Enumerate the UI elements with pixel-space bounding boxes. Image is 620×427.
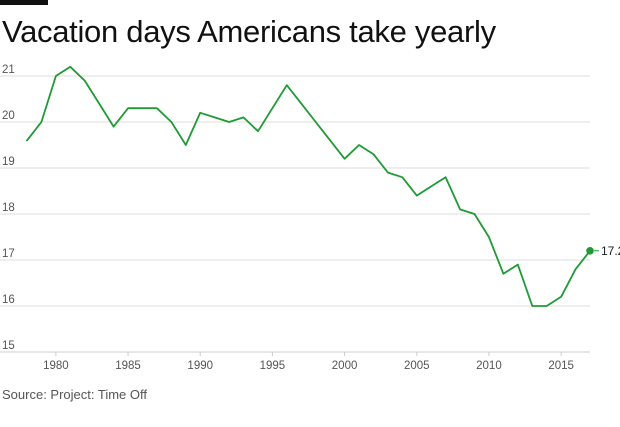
top-accent-bar [0,0,48,5]
series-layer: 17.2 [26,65,620,307]
x-tick-label: 1990 [187,360,213,372]
y-tick-label: 20 [2,110,15,122]
y-tick-label: 17 [2,248,15,260]
y-tick-label: 21 [2,64,15,76]
x-tick-label: 2010 [476,360,502,372]
y-tick-label: 15 [2,340,15,352]
chart-title: Vacation days Americans take yearly [2,14,496,49]
x-tick-label: 2000 [332,360,358,372]
y-tick-label: 19 [2,156,15,168]
x-tick-label: 2015 [548,360,574,372]
series-line [26,65,591,307]
x-tick-labels: 1980 1985 1990 1995 2000 2005 2010 2015 [43,352,574,372]
x-tick-label: 1985 [115,360,141,372]
x-tick-label: 2005 [404,360,430,372]
x-tick-label: 1995 [260,360,286,372]
y-tick-label: 16 [2,294,15,306]
end-value-label: 17.2 [601,244,620,258]
x-tick-label: 1980 [43,360,69,372]
gridlines [0,75,590,353]
source-note: Source: Project: Time Off [2,387,147,402]
end-point-marker [586,247,594,255]
y-tick-label: 18 [2,202,15,214]
y-tick-labels: 15 16 17 18 19 20 21 [2,64,15,352]
